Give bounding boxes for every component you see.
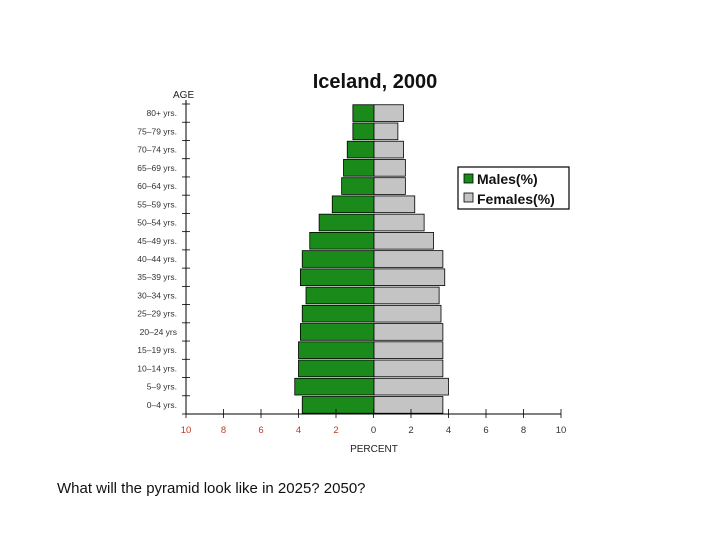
- bar-males: [299, 323, 375, 341]
- bar-males: [343, 159, 375, 177]
- y-axis-title: AGE: [173, 90, 194, 101]
- x-tick-label: 4: [446, 425, 451, 436]
- age-group-label: 20–24 yrs: [140, 327, 177, 337]
- age-group-label: 45–49 yrs.: [137, 236, 177, 246]
- bar-females: [373, 359, 444, 378]
- x-tick-label: 6: [483, 425, 488, 436]
- x-tick-label: 6: [258, 425, 263, 436]
- x-tick-label: 0: [371, 425, 376, 436]
- bar-males: [301, 304, 375, 323]
- bar-males: [298, 341, 375, 359]
- bar-males: [301, 250, 375, 268]
- age-group-label: 75–79 yrs.: [137, 126, 177, 136]
- age-group-label: 60–64 yrs.: [137, 181, 177, 191]
- age-group-label: 70–74 yrs.: [137, 145, 177, 155]
- bar-males: [346, 140, 375, 159]
- bar-males: [352, 104, 375, 122]
- age-group-label: 50–54 yrs.: [137, 218, 177, 228]
- age-group-label: 5–9 yrs.: [147, 382, 177, 392]
- x-tick-label: 10: [181, 425, 192, 436]
- axes-group: [182, 100, 562, 418]
- x-tick-label: 10: [556, 425, 567, 436]
- age-group-label: 55–59 yrs.: [137, 199, 177, 209]
- legend-box: [457, 166, 570, 210]
- bars-group: [294, 104, 449, 414]
- bar-females: [373, 140, 404, 159]
- bar-males: [352, 122, 375, 141]
- bar-females: [373, 195, 416, 214]
- age-group-label: 30–34 yrs.: [137, 290, 177, 300]
- chart-title: Iceland, 2000: [313, 71, 438, 93]
- bar-males: [318, 213, 375, 232]
- legend-swatch-males: [463, 173, 474, 184]
- bar-females: [373, 377, 449, 396]
- bar-females: [373, 177, 406, 195]
- x-tick-label: 2: [333, 425, 338, 436]
- caption-question: What will the pyramid look like in 2025?…: [57, 480, 366, 497]
- age-group-label: 15–19 yrs.: [137, 345, 177, 355]
- bar-males: [299, 268, 375, 287]
- bar-females: [373, 104, 404, 122]
- bar-females: [373, 231, 434, 250]
- age-group-label: 80+ yrs.: [147, 108, 177, 118]
- bar-females: [373, 396, 444, 414]
- bar-females: [373, 159, 406, 177]
- x-tick-label: 8: [221, 425, 226, 436]
- bar-females: [373, 323, 444, 341]
- bar-females: [373, 341, 444, 359]
- age-group-label: 65–69 yrs.: [137, 163, 177, 173]
- age-group-label: 35–39 yrs.: [137, 272, 177, 282]
- legend-label-males: Males(%): [477, 171, 538, 187]
- x-tick-label: 4: [296, 425, 301, 436]
- x-tick-label: 2: [408, 425, 413, 436]
- bar-males: [331, 195, 375, 214]
- bar-females: [373, 213, 425, 232]
- legend: Males(%) Females(%): [457, 166, 570, 210]
- bar-females: [373, 250, 444, 268]
- legend-label-females: Females(%): [477, 191, 555, 207]
- bar-males: [341, 177, 375, 195]
- bar-males: [309, 231, 375, 250]
- age-group-label: 10–14 yrs.: [137, 363, 177, 373]
- bar-males: [298, 359, 375, 378]
- bar-females: [373, 268, 446, 287]
- age-group-label: 0–4 yrs.: [147, 400, 177, 410]
- age-group-label: 25–29 yrs.: [137, 309, 177, 319]
- bar-females: [373, 122, 399, 141]
- x-tick-labels-group: 10 8 6 4 2 0 2 4 6 8 10: [181, 425, 567, 436]
- bar-males: [301, 396, 375, 414]
- legend-swatch-females: [463, 192, 474, 203]
- x-tick-label: 8: [521, 425, 526, 436]
- bar-females: [373, 286, 440, 305]
- age-group-label: 40–44 yrs.: [137, 254, 177, 264]
- age-labels-group: 0–4 yrs. 5–9 yrs. 10–14 yrs. 15–19 yrs. 20–2…: [137, 108, 177, 410]
- bar-males: [294, 377, 375, 396]
- bar-females: [373, 304, 442, 323]
- x-axis-title: PERCENT: [350, 444, 398, 455]
- bar-males: [305, 286, 375, 305]
